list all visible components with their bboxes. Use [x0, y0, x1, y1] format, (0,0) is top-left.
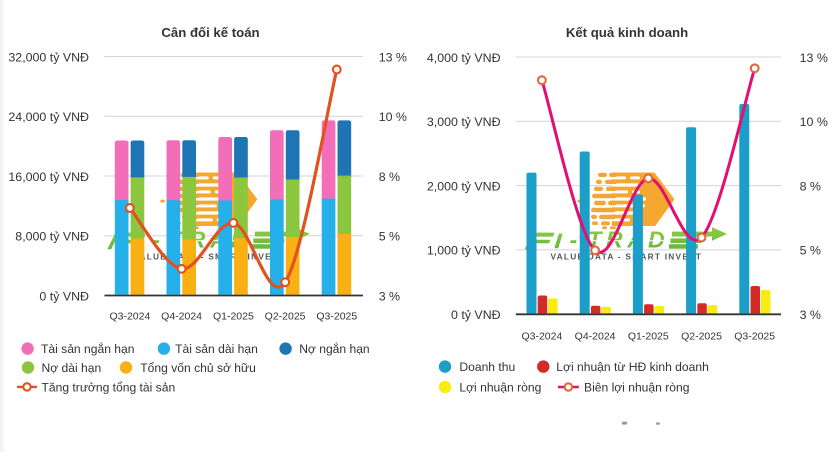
svg-text:Lợi nhuận từ HĐ kinh doanh: Lợi nhuận từ HĐ kinh doanh — [556, 360, 709, 374]
svg-text:8 %: 8 % — [379, 170, 400, 184]
svg-text:13 %: 13 % — [379, 50, 407, 64]
svg-text:Q2-2025: Q2-2025 — [681, 330, 722, 342]
svg-text:16,000 tỷ VNĐ: 16,000 tỷ VNĐ — [8, 170, 89, 184]
svg-text:Q3-2024: Q3-2024 — [521, 330, 562, 342]
svg-text:Cân đối kế toán: Cân đối kế toán — [161, 25, 259, 40]
svg-text:Kết quả kinh doanh: Kết quả kinh doanh — [566, 25, 688, 40]
svg-text:8,000 tỷ VNĐ: 8,000 tỷ VNĐ — [15, 230, 89, 244]
svg-text:5 %: 5 % — [800, 244, 821, 258]
svg-text:Q3-2025: Q3-2025 — [734, 330, 775, 342]
svg-text:Doanh thu: Doanh thu — [459, 360, 515, 374]
svg-text:1,000 tỷ VNĐ: 1,000 tỷ VNĐ — [427, 244, 501, 258]
svg-text:8 %: 8 % — [800, 179, 821, 193]
svg-text:4,000 tỷ VNĐ: 4,000 tỷ VNĐ — [427, 51, 501, 65]
svg-text:2,000 tỷ VNĐ: 2,000 tỷ VNĐ — [427, 179, 501, 193]
svg-text:0 tỷ VNĐ: 0 tỷ VNĐ — [39, 289, 89, 303]
svg-text:Lợi nhuận ròng: Lợi nhuận ròng — [459, 381, 541, 395]
svg-text:Q1-2025: Q1-2025 — [213, 311, 254, 323]
svg-text:32,000 tỷ VNĐ: 32,000 tỷ VNĐ — [8, 50, 89, 64]
svg-text:Nợ dài hạn: Nợ dài hạn — [42, 361, 102, 375]
svg-text:13 %: 13 % — [800, 51, 828, 65]
svg-text:Q3-2025: Q3-2025 — [316, 311, 357, 323]
svg-text:Q1-2025: Q1-2025 — [628, 330, 669, 342]
svg-text:5 %: 5 % — [379, 230, 400, 244]
svg-text:Tăng trưởng tổng tài sản: Tăng trưởng tổng tài sản — [42, 381, 176, 395]
svg-text:3 %: 3 % — [800, 308, 821, 322]
svg-text:Tổng vốn chủ sở hữu: Tổng vốn chủ sở hữu — [140, 361, 256, 375]
svg-text:10 %: 10 % — [379, 110, 407, 124]
svg-text:Tài sản ngắn hạn: Tài sản ngắn hạn — [41, 341, 134, 356]
svg-text:Tài sản dài hạn: Tài sản dài hạn — [175, 342, 258, 356]
svg-text:3,000 tỷ VNĐ: 3,000 tỷ VNĐ — [427, 115, 501, 129]
svg-text:0 tỷ VNĐ: 0 tỷ VNĐ — [451, 308, 501, 322]
svg-text:Biên lợi nhuận ròng: Biên lợi nhuận ròng — [584, 381, 689, 395]
svg-text:Q4-2024: Q4-2024 — [575, 330, 616, 342]
svg-text:Q2-2025: Q2-2025 — [265, 311, 306, 323]
svg-text:Q3-2024: Q3-2024 — [109, 311, 150, 323]
svg-text:3 %: 3 % — [379, 289, 400, 303]
svg-text:24,000 tỷ VNĐ: 24,000 tỷ VNĐ — [8, 110, 89, 124]
svg-text:Q4-2024: Q4-2024 — [161, 311, 202, 323]
svg-text:10 %: 10 % — [800, 115, 828, 129]
svg-text:Nợ ngắn hạn: Nợ ngắn hạn — [299, 341, 369, 356]
